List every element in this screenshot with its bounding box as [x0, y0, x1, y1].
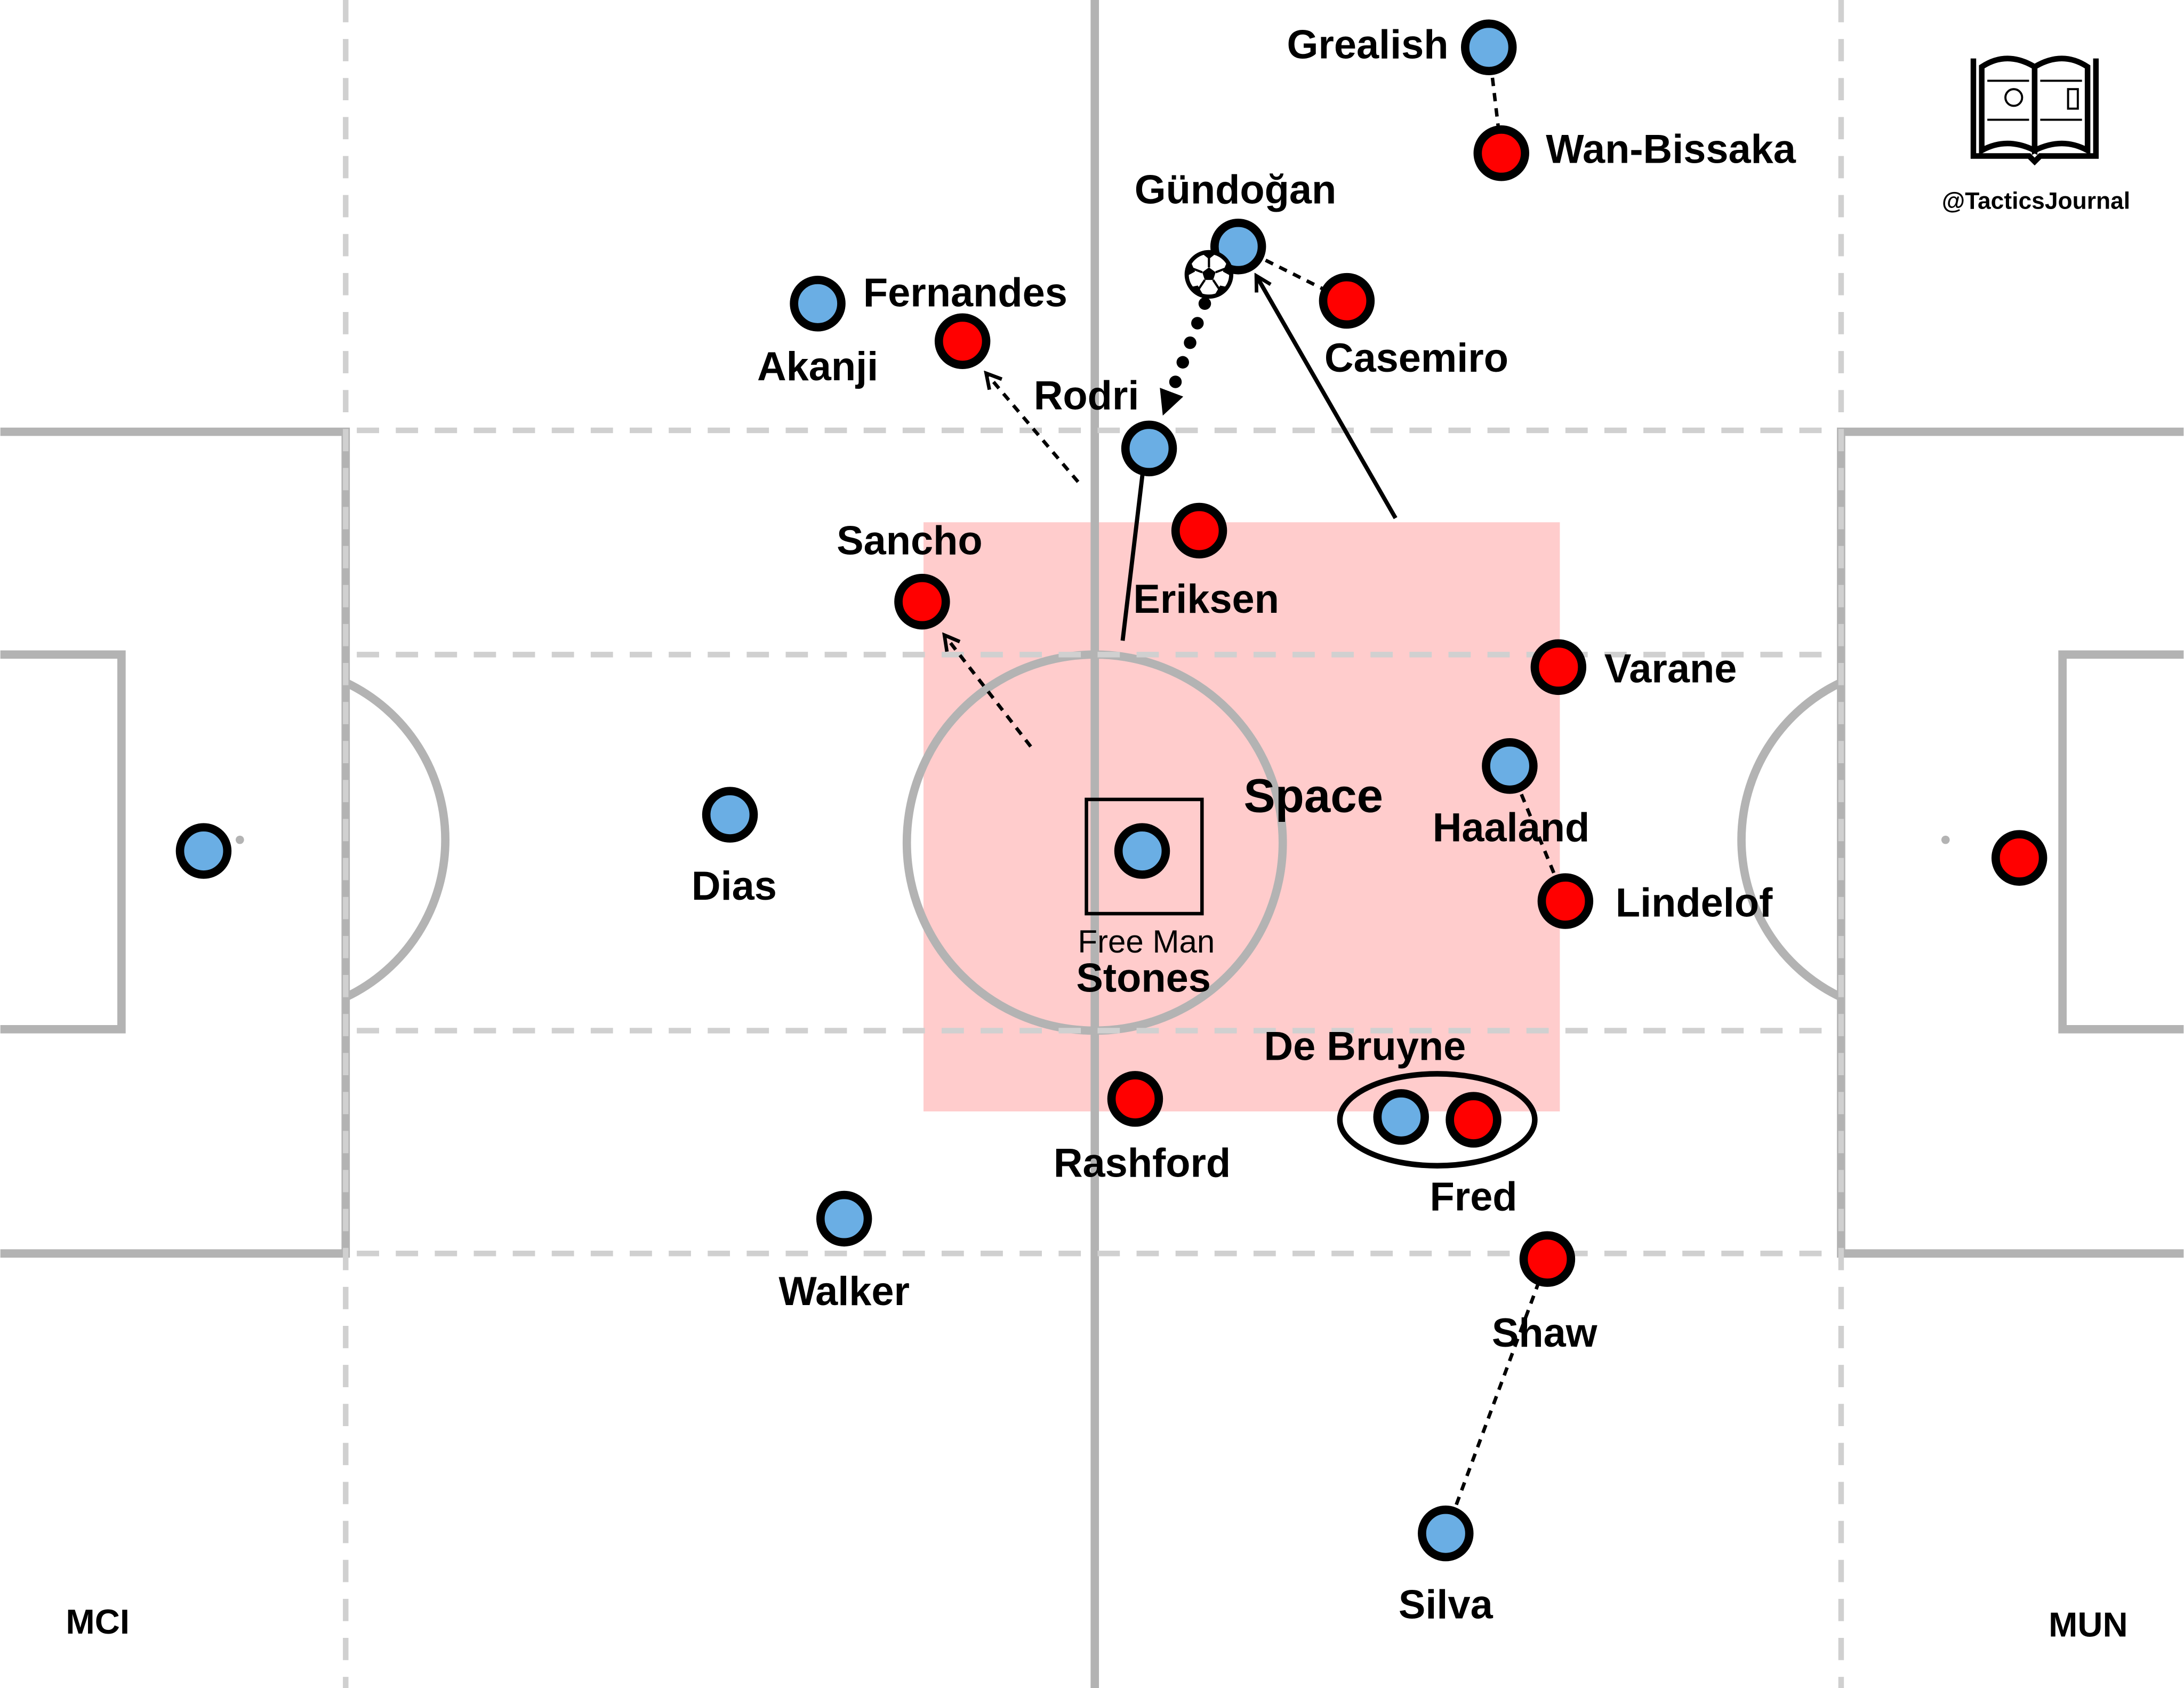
player-name: Gündoğan: [1135, 167, 1337, 212]
player-dot: [1482, 738, 1538, 794]
mci-player-grealish: Grealish: [1287, 19, 1517, 76]
player-dot: [1418, 1505, 1474, 1562]
football-icon: [1184, 250, 1234, 299]
goal-area-right: [2058, 650, 2184, 1034]
player-name: Grealish: [1287, 22, 1448, 68]
marking-line-silva: [1444, 1258, 1549, 1534]
mun-player-varane: Varane: [1530, 639, 1737, 695]
player-name: Sancho: [837, 518, 982, 563]
player-name: Rashford: [1054, 1141, 1231, 1186]
player-name: Stones: [1076, 955, 1210, 1001]
mun-player-sancho: Sancho: [837, 518, 983, 630]
penalty-spot-left: [235, 835, 244, 844]
penalty-arc-right: [1737, 678, 1843, 1001]
player-name: Shaw: [1492, 1310, 1598, 1356]
penalty-spot-right: [1941, 835, 1950, 844]
space-zone: [924, 522, 1560, 1111]
mci-player-akanji: Akanji: [757, 276, 878, 389]
mun-player-fred: Fred: [1430, 1092, 1517, 1219]
player-dot: [1446, 1092, 1502, 1148]
run-arrow-gundogan: [1256, 276, 1398, 519]
centre-spot: [1090, 838, 1099, 847]
player-dot: [934, 313, 991, 370]
player-name: Fred: [1430, 1174, 1517, 1219]
player-name: Rodri: [1034, 373, 1139, 419]
player-name: Fernandes: [863, 270, 1067, 316]
player-dot: [175, 823, 232, 879]
team-code-home: MCI: [66, 1602, 130, 1641]
space-label: Space: [1243, 769, 1383, 822]
player-name: Lindelof: [1616, 880, 1773, 925]
player-dot: [790, 276, 846, 332]
player-name: Varane: [1604, 646, 1737, 692]
player-dot: [1519, 1231, 1576, 1287]
player-name: Eriksen: [1133, 577, 1279, 622]
credit-handle: @TacticsJournal: [1942, 188, 2130, 214]
pass-line: [1160, 297, 1211, 416]
run-arrow-sancho: [944, 635, 1032, 748]
player-name: Haaland: [1433, 805, 1590, 850]
player-name: Casemiro: [1324, 335, 1508, 381]
mun-player-fernandes: Fernandes: [863, 270, 1067, 370]
mun-player-wan-bissaka: Wan-Bissaka: [1473, 125, 1796, 181]
player-dot: [1530, 639, 1587, 695]
player-name: Dias: [692, 863, 777, 909]
player-name: Silva: [1399, 1582, 1494, 1627]
player-dot: [816, 1190, 872, 1247]
player-dot: [1991, 830, 2048, 886]
mun-player-rashford: Rashford: [1054, 1071, 1231, 1186]
mun-player-eriksen: Eriksen: [1133, 502, 1279, 622]
goal-area-left: [0, 650, 126, 1034]
player-dot: [1537, 873, 1594, 929]
player-dot: [1107, 1071, 1163, 1127]
mun-player-lindelof: Lindelof: [1537, 873, 1773, 929]
book-logo-icon: [1970, 55, 2099, 166]
player-dot: [1171, 502, 1227, 559]
player-dot: [1114, 823, 1170, 879]
player-dot: [1461, 19, 1517, 76]
penalty-arc-left: [343, 678, 449, 1001]
player-dot: [702, 787, 758, 843]
run-arrow-rodri: [1120, 454, 1145, 641]
mun-player-mun-gk: [1991, 830, 2048, 886]
player-name: Akanji: [757, 344, 878, 389]
player-dot: [1473, 125, 1529, 181]
centre-circle: [902, 650, 1287, 1035]
mci-player-haaland: Haaland: [1433, 738, 1590, 850]
player-name: De Bruyne: [1264, 1023, 1466, 1069]
pair-ring: [1337, 1071, 1538, 1169]
mci-player-silva: Silva: [1399, 1505, 1494, 1627]
mci-player-de-bruyne: De Bruyne: [1264, 1023, 1466, 1145]
mci-player-walker: Walker: [778, 1190, 910, 1314]
player-name: Walker: [778, 1269, 910, 1314]
penalty-area-right: [1837, 427, 2184, 1258]
mun-player-shaw: Shaw: [1492, 1231, 1598, 1356]
zone-lines: [343, 0, 1844, 1688]
player-dot: [1121, 420, 1177, 477]
penalty-area-left: [0, 427, 350, 1258]
team-code-away: MUN: [2049, 1605, 2128, 1644]
mci-player-dias: Dias: [692, 787, 777, 909]
player-name: Wan-Bissaka: [1546, 127, 1796, 172]
player-dot: [1373, 1089, 1429, 1145]
mci-player-mci-gk: [175, 823, 232, 879]
mun-player-casemiro: Casemiro: [1319, 273, 1508, 381]
mci-player-rodri: Rodri: [1034, 373, 1177, 477]
free-man-box: [1085, 797, 1204, 916]
mci-player-gundogan: Gündoğan: [1135, 167, 1337, 275]
player-dot: [1319, 273, 1375, 329]
free-man-label: Free Man: [1078, 924, 1215, 959]
player-dot: [894, 573, 950, 630]
